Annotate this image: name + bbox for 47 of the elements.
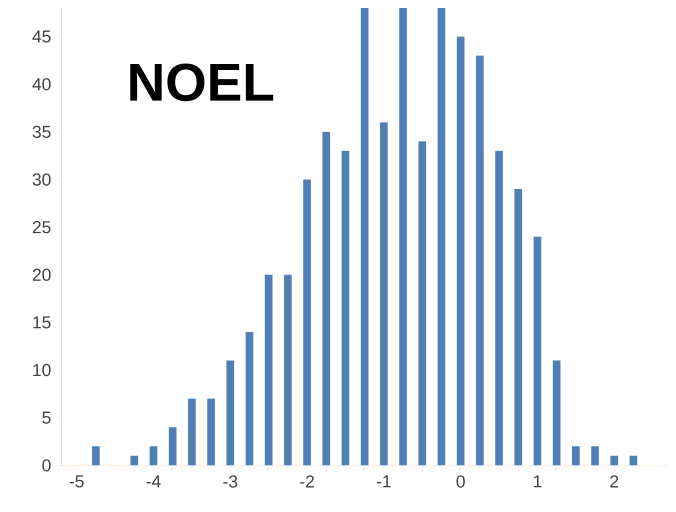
y-tick-label: 20 [32, 268, 51, 281]
y-tick-label: 5 [42, 412, 51, 424]
bar [246, 332, 254, 466]
bar [207, 398, 215, 466]
bar [476, 56, 484, 466]
y-tick-label: 35 [32, 126, 51, 138]
bar [418, 141, 426, 466]
bar [360, 8, 369, 466]
x-tick-label: -3 [223, 475, 238, 488]
y-tick-label: 0 [42, 459, 51, 472]
bar [534, 236, 542, 466]
bar [303, 180, 311, 466]
bar [130, 456, 138, 466]
bar [380, 122, 388, 466]
bar [591, 446, 599, 466]
y-tick-label: 30 [32, 173, 51, 186]
bar [92, 446, 100, 466]
x-tick-label: 2 [610, 475, 618, 488]
bar [150, 446, 158, 466]
bar [188, 398, 196, 466]
x-tick-label: 1 [534, 475, 542, 488]
x-tick-label: 0 [456, 475, 465, 488]
x-tick-label: -4 [146, 475, 161, 488]
bar [495, 150, 503, 466]
bar [226, 360, 234, 466]
bar [322, 132, 330, 466]
bar [399, 8, 407, 466]
y-tick-label: 15 [33, 316, 51, 328]
y-tick-label: 10 [33, 364, 51, 376]
text: NOEL [130, 63, 274, 102]
bar [284, 274, 292, 466]
bar [438, 8, 446, 466]
x-tick-label: -5 [70, 475, 84, 488]
bar [168, 427, 177, 466]
y-tick-label: 45 [32, 30, 51, 43]
x-tick-label: -2 [300, 475, 314, 488]
bar [342, 150, 350, 466]
bar [630, 456, 638, 466]
bar [572, 446, 580, 466]
bar [514, 189, 522, 466]
y-tick-label: 25 [32, 221, 51, 234]
bar [552, 360, 560, 466]
bar [264, 274, 273, 466]
bar [456, 36, 464, 466]
y-tick-label: 40 [32, 78, 51, 90]
x-tick-label: -1 [376, 475, 391, 488]
bar [610, 456, 618, 466]
